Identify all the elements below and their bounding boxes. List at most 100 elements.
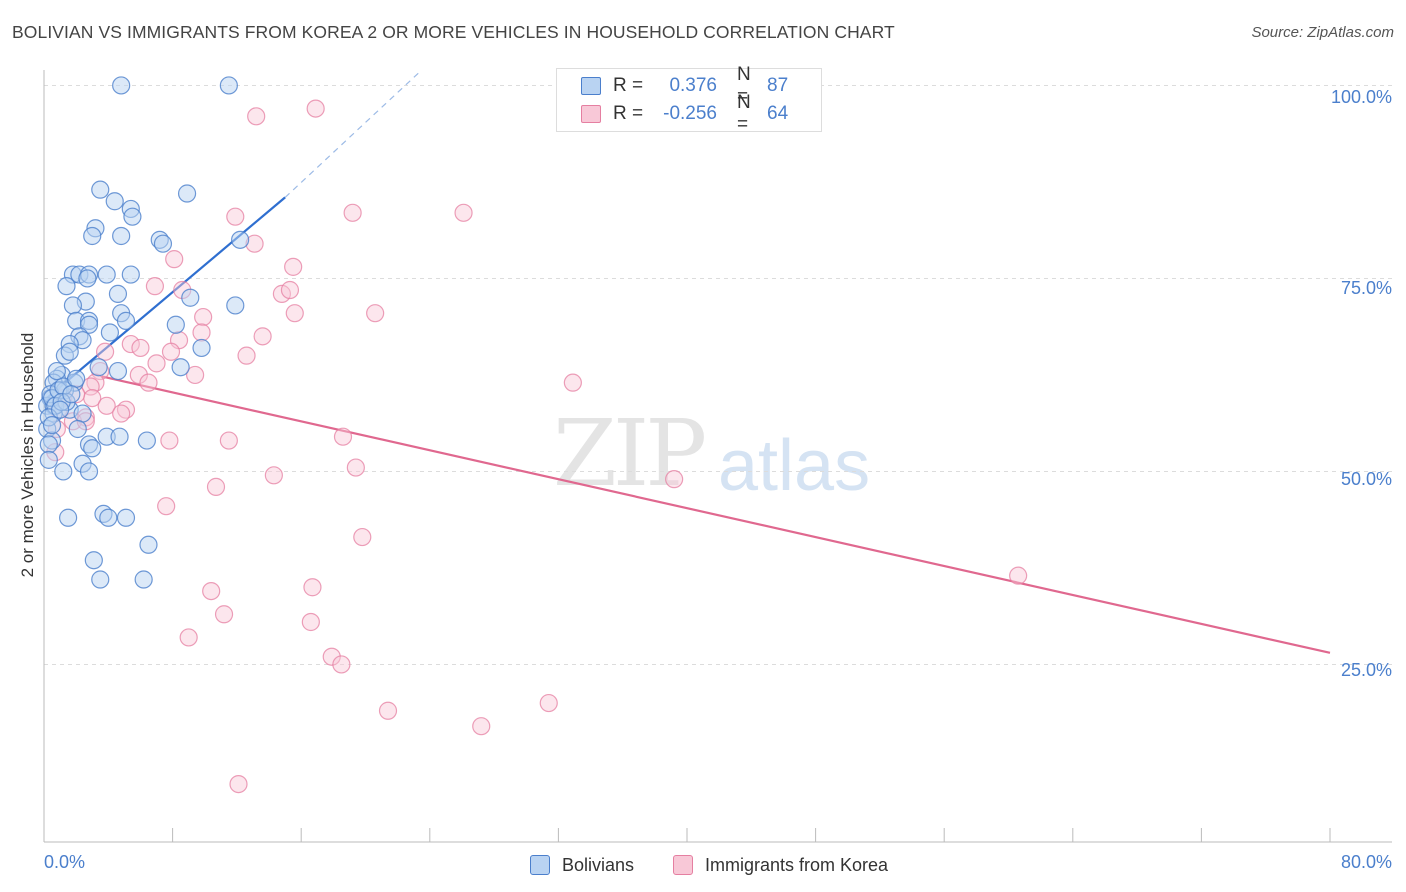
korea-point-30 <box>563 373 582 392</box>
bolivian-point-52 <box>73 404 92 423</box>
korea-n-value: 64 <box>767 103 789 124</box>
chart-title: BOLIVIAN VS IMMIGRANTS FROM KOREA 2 OR M… <box>12 22 895 42</box>
korea-point-56 <box>179 628 198 647</box>
r-label: R = <box>613 75 644 96</box>
korea-points <box>46 99 1028 794</box>
bolivian-r-value: 0.376 <box>669 75 717 96</box>
korea-point-2 <box>343 203 362 222</box>
bolivian-legend-swatch <box>530 855 550 875</box>
bolivian-point-1 <box>219 76 238 95</box>
bolivian-point-29 <box>116 311 136 330</box>
bolivian-point-8 <box>112 226 131 246</box>
bolivian-point-69 <box>116 508 136 527</box>
grid-layer <box>44 84 1392 665</box>
bolivian-point-61 <box>83 439 102 458</box>
bolivian-point-85 <box>42 416 62 435</box>
korea-point-61 <box>472 717 491 736</box>
korea-point-15 <box>192 323 211 342</box>
bolivian-point-64 <box>54 462 73 481</box>
trend-layer <box>43 69 1331 654</box>
legend-row-bolivians: R = 0.376 N = 87 <box>581 64 797 107</box>
korea-point-50 <box>353 527 372 547</box>
bolivian-point-28 <box>79 315 99 334</box>
korea-point-18 <box>131 338 150 358</box>
bolivian-point-17 <box>121 265 140 284</box>
korea-point-6 <box>165 250 184 269</box>
bolivian-point-65 <box>79 462 99 481</box>
korea-r-value: -0.256 <box>663 103 717 124</box>
korea-legend-label: Immigrants from Korea <box>705 854 889 875</box>
bolivian-trend-line <box>43 196 286 402</box>
korea-point-32 <box>97 396 116 415</box>
bolivian-point-66 <box>59 508 78 527</box>
bolivian-point-19 <box>57 277 76 296</box>
korea-point-49 <box>157 497 176 516</box>
korea-point-59 <box>539 693 558 713</box>
korea-point-60 <box>378 701 398 720</box>
korea-swatch <box>581 105 601 123</box>
korea-point-54 <box>214 605 234 624</box>
bolivian-point-72 <box>91 570 110 589</box>
bolivian-point-2 <box>91 180 110 199</box>
bolivian-point-35 <box>192 338 211 358</box>
bolivian-point-54 <box>68 419 87 439</box>
korea-point-3 <box>454 203 473 222</box>
bolivian-point-0 <box>112 76 131 95</box>
bolivian-n-value: 87 <box>767 75 789 96</box>
korea-point-45 <box>264 466 283 485</box>
korea-point-44 <box>160 431 179 450</box>
n-label: N = <box>737 64 751 107</box>
y-tick-label-75: 75.0% <box>1340 278 1392 298</box>
korea-point-55 <box>301 612 320 632</box>
korea-point-34 <box>112 404 131 423</box>
bolivian-point-18 <box>78 269 97 288</box>
korea-point-43 <box>333 427 353 446</box>
korea-point-58 <box>332 655 351 674</box>
bolivian-point-3 <box>177 184 197 203</box>
bolivian-point-4 <box>105 192 124 211</box>
bolivian-point-16 <box>97 265 116 284</box>
bolivian-point-58 <box>137 431 156 450</box>
korea-point-1 <box>247 107 266 126</box>
bolivian-point-24 <box>226 296 245 315</box>
korea-point-29 <box>139 373 158 392</box>
korea-point-17 <box>121 334 140 354</box>
bolivian-point-71 <box>139 535 158 554</box>
legend-row-korea: R = -0.256 N = 64 <box>581 92 797 135</box>
bolivian-point-30 <box>166 315 185 334</box>
korea-point-62 <box>229 774 248 794</box>
r-label: R = <box>613 103 644 124</box>
bolivian-point-6 <box>123 207 142 226</box>
korea-point-21 <box>95 342 115 361</box>
bolivian-point-59 <box>110 427 129 446</box>
korea-legend-swatch <box>673 855 693 875</box>
korea-point-11 <box>280 280 300 300</box>
axis-layer <box>43 70 1392 843</box>
watermark-zip: ZIP <box>553 400 707 507</box>
bolivian-point-38 <box>89 358 108 377</box>
bolivian-point-23 <box>63 296 83 315</box>
korea-point-20 <box>161 342 181 361</box>
korea-point-7 <box>284 257 303 276</box>
y-tick-label-100: 100.0% <box>1330 87 1392 107</box>
bottom-legend-bolivians: Bolivians <box>530 852 634 878</box>
bolivian-trend-extension <box>284 69 423 198</box>
korea-point-25 <box>129 365 148 385</box>
korea-point-26 <box>186 365 205 385</box>
bolivian-point-73 <box>134 570 153 589</box>
x-tick-label-max: 80.0% <box>1340 852 1392 872</box>
korea-point-51 <box>1009 566 1028 585</box>
bolivian-point-86 <box>50 400 70 419</box>
bolivian-point-37 <box>60 342 79 361</box>
korea-point-48 <box>206 477 226 496</box>
korea-point-0 <box>306 99 325 118</box>
bolivian-swatch <box>581 77 601 95</box>
bolivian-point-21 <box>108 284 128 303</box>
korea-point-57 <box>322 647 341 666</box>
bolivian-point-31 <box>100 323 120 342</box>
korea-point-47 <box>665 470 684 489</box>
source-credit: Source: ZipAtlas.com <box>1251 24 1394 41</box>
watermark-atlas: atlas <box>718 426 871 506</box>
korea-point-22 <box>237 346 256 365</box>
